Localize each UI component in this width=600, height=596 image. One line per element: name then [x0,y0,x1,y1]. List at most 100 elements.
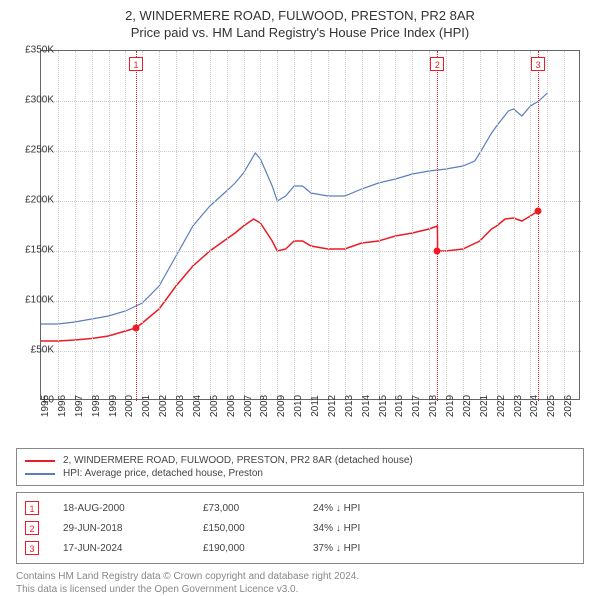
gridline-v [92,51,93,401]
gridline-v [530,51,531,401]
gridline-v [75,51,76,401]
ytick-label: £50K [6,345,54,356]
chart-container: 2, WINDERMERE ROAD, FULWOOD, PRESTON, PR… [0,0,600,590]
sale-point [535,208,542,215]
xtick-label: 2002 [158,395,169,417]
marker-box: 2 [430,57,444,71]
sale-point [434,248,441,255]
gridline-v [379,51,380,401]
xtick-label: 1995 [40,395,51,417]
xtick-label: 2007 [243,395,254,417]
ytick-label: £300K [6,95,54,106]
xtick-label: 2019 [445,395,456,417]
ytick-label: £100K [6,295,54,306]
sale-point [133,325,140,332]
xtick-label: 2014 [361,395,372,417]
xtick-label: 2012 [327,395,338,417]
sales-row: 3 17-JUN-2024£190,00037% ↓ HPI [25,538,575,558]
gridline-v [294,51,295,401]
legend-swatch [25,473,55,475]
gridline-v [277,51,278,401]
ytick-label: £200K [6,195,54,206]
gridline-v [345,51,346,401]
marker-box: 3 [531,57,545,71]
gridline-v [362,51,363,401]
sales-price: £73,000 [203,503,313,514]
sales-delta: 34% ↓ HPI [313,523,360,534]
gridline-v [547,51,548,401]
xtick-label: 2021 [479,395,490,417]
xtick-label: 2000 [124,395,135,417]
xtick-label: 2005 [209,395,220,417]
xtick-label: 2026 [563,395,574,417]
xtick-label: 2024 [529,395,540,417]
gridline-v [210,51,211,401]
gridline-v [193,51,194,401]
xtick-label: 2001 [141,395,152,417]
xtick-label: 2003 [175,395,186,417]
xtick-label: 2008 [259,395,270,417]
legend-label: 2, WINDERMERE ROAD, FULWOOD, PRESTON, PR… [63,455,413,466]
sales-date: 29-JUN-2018 [63,523,203,534]
chart-title: 2, WINDERMERE ROAD, FULWOOD, PRESTON, PR… [0,8,600,23]
xtick-label: 2023 [513,395,524,417]
legend-swatch [25,460,55,462]
chart-subtitle: Price paid vs. HM Land Registry's House … [0,25,600,40]
xtick-label: 2015 [378,395,389,417]
xtick-label: 2006 [226,395,237,417]
xtick-label: 2017 [411,395,422,417]
chart-area: 123 £0£50K£100K£150K£200K£250K£300K£350K… [40,50,600,420]
sales-row: 229-JUN-2018£150,00034% ↓ HPI [25,518,575,538]
plot-region: 1 2 3 [40,50,580,400]
gridline-v [395,51,396,401]
sales-row: 1 18-AUG-2000£73,00024% ↓ HPI [25,498,575,518]
xtick-label: 1999 [108,395,119,417]
legend-row: 2, WINDERMERE ROAD, FULWOOD, PRESTON, PR… [25,454,575,467]
xtick-label: 2011 [310,395,321,417]
xtick-label: 2009 [276,395,287,417]
marker-line [538,51,539,401]
legend: 2, WINDERMERE ROAD, FULWOOD, PRESTON, PR… [16,448,584,486]
footnote: Contains HM Land Registry data © Crown c… [16,570,584,596]
sales-index-box: 3 [25,541,39,555]
xtick-label: 2018 [428,395,439,417]
gridline-v [244,51,245,401]
gridline-v [142,51,143,401]
xtick-label: 2013 [344,395,355,417]
marker-line [437,51,438,401]
gridline-v [429,51,430,401]
gridline-v [480,51,481,401]
footnote-line1: Contains HM Land Registry data © Crown c… [16,570,584,583]
xtick-label: 2025 [546,395,557,417]
ytick-label: £150K [6,245,54,256]
legend-row: HPI: Average price, detached house, Pres… [25,467,575,480]
sales-index-box: 1 [25,501,39,515]
sales-delta: 24% ↓ HPI [313,503,360,514]
gridline-v [514,51,515,401]
xtick-label: 1996 [57,395,68,417]
sales-date: 18-AUG-2000 [63,503,203,514]
gridline-v [328,51,329,401]
gridline-v [58,51,59,401]
gridline-v [109,51,110,401]
gridline-v [564,51,565,401]
gridline-v [260,51,261,401]
gridline-v [125,51,126,401]
gridline-v [227,51,228,401]
gridline-v [159,51,160,401]
gridline-v [446,51,447,401]
marker-box: 1 [129,57,143,71]
xtick-label: 2004 [192,395,203,417]
xtick-label: 1997 [74,395,85,417]
gridline-v [497,51,498,401]
sales-date: 17-JUN-2024 [63,543,203,554]
sales-delta: 37% ↓ HPI [313,543,360,554]
gridline-v [176,51,177,401]
title-block: 2, WINDERMERE ROAD, FULWOOD, PRESTON, PR… [0,0,600,44]
ytick-label: £350K [6,45,54,56]
sales-price: £190,000 [203,543,313,554]
xtick-label: 2010 [293,395,304,417]
legend-label: HPI: Average price, detached house, Pres… [63,468,263,479]
xtick-label: 2020 [462,395,473,417]
xtick-label: 1998 [91,395,102,417]
